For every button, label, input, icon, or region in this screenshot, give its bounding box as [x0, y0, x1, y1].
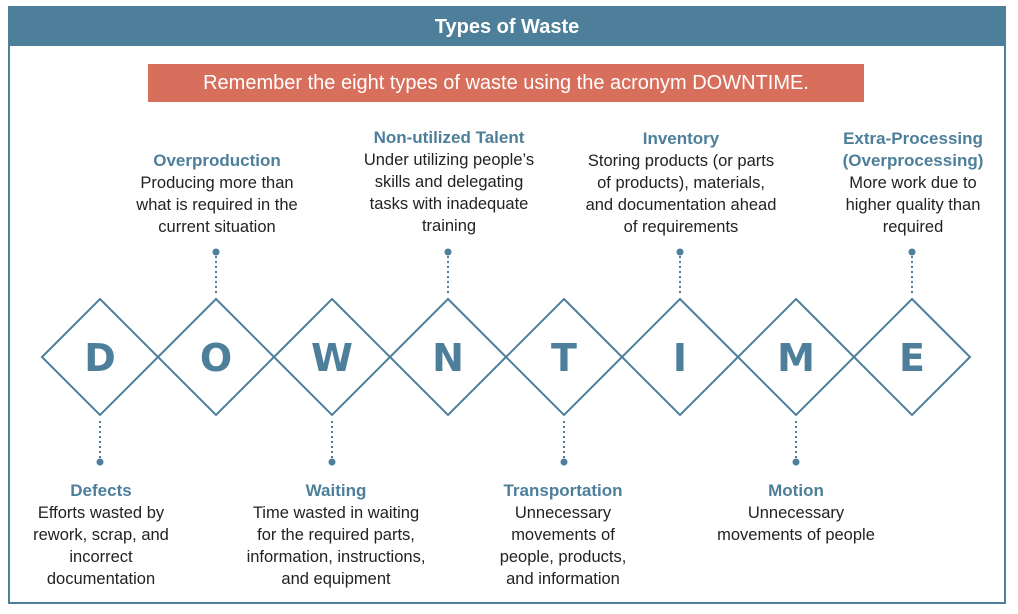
item-description: Producing more than what is required in … [136, 174, 298, 236]
header-title: Types of Waste [10, 8, 1004, 46]
diamond-m [736, 297, 856, 417]
diamond-e [852, 297, 972, 417]
item-inventory: Inventory Storing products (or parts of … [566, 128, 796, 238]
letter-n: N [432, 336, 464, 380]
letter-o: O [200, 336, 232, 380]
letter-e: E [899, 336, 925, 380]
item-title: Non-utilized Talent [373, 128, 525, 147]
item-description: Efforts wasted by rework, scrap, and inc… [33, 504, 169, 588]
diamond-d [40, 297, 160, 417]
item-description: Under utilizing people’s skills and dele… [363, 151, 535, 235]
acronym-banner: Remember the eight types of waste using … [148, 64, 864, 102]
letter-i: I [673, 336, 687, 380]
item-title: Inventory [642, 129, 720, 148]
connector-dot [560, 458, 568, 466]
connector-dot [676, 248, 684, 256]
item-title: Overproduction [153, 151, 281, 170]
item-defects: Defects Efforts wasted by rework, scrap,… [0, 480, 216, 590]
item-title: Extra-Processing (Overprocessing) [842, 129, 984, 170]
item-title: Motion [768, 481, 824, 500]
connector-dot [792, 458, 800, 466]
letter-m: M [777, 336, 815, 380]
diamond-w [272, 297, 392, 417]
item-title: Transportation [503, 481, 623, 500]
item-description: Unnecessary movements of people [717, 504, 875, 544]
item-title: Defects [70, 481, 132, 500]
connector-dot [908, 248, 916, 256]
diamond-n [388, 297, 508, 417]
infographic-frame: Types of Waste Remember the eight types … [8, 6, 1006, 604]
letter-d: D [84, 336, 116, 380]
item-waiting: Waiting Time wasted in waiting for the r… [221, 480, 451, 590]
connector-dot [444, 248, 452, 256]
diamond-o [156, 297, 276, 417]
connector-dot [328, 458, 336, 466]
item-description: Unnecessary movements of people, product… [499, 504, 627, 588]
connector-dot [212, 248, 220, 256]
item-extra-processing: Extra-Processing (Overprocessing) More w… [798, 128, 1018, 238]
item-description: Time wasted in waiting for the required … [246, 504, 426, 588]
connector-dot [96, 458, 104, 466]
letter-t: T [551, 336, 577, 380]
item-overproduction: Overproduction Producing more than what … [102, 150, 332, 238]
diamond-i [620, 297, 740, 417]
item-non-utilized-talent: Non-utilized Talent Under utilizing peop… [334, 127, 564, 237]
diamond-t [504, 297, 624, 417]
letter-w: W [311, 336, 353, 380]
item-title: Waiting [305, 481, 367, 500]
item-description: Storing products (or parts of products),… [585, 152, 777, 236]
item-motion: Motion Unnecessary movements of people [681, 480, 911, 546]
item-transportation: Transportation Unnecessary movements of … [448, 480, 678, 590]
item-description: More work due to higher quality than req… [845, 174, 981, 236]
